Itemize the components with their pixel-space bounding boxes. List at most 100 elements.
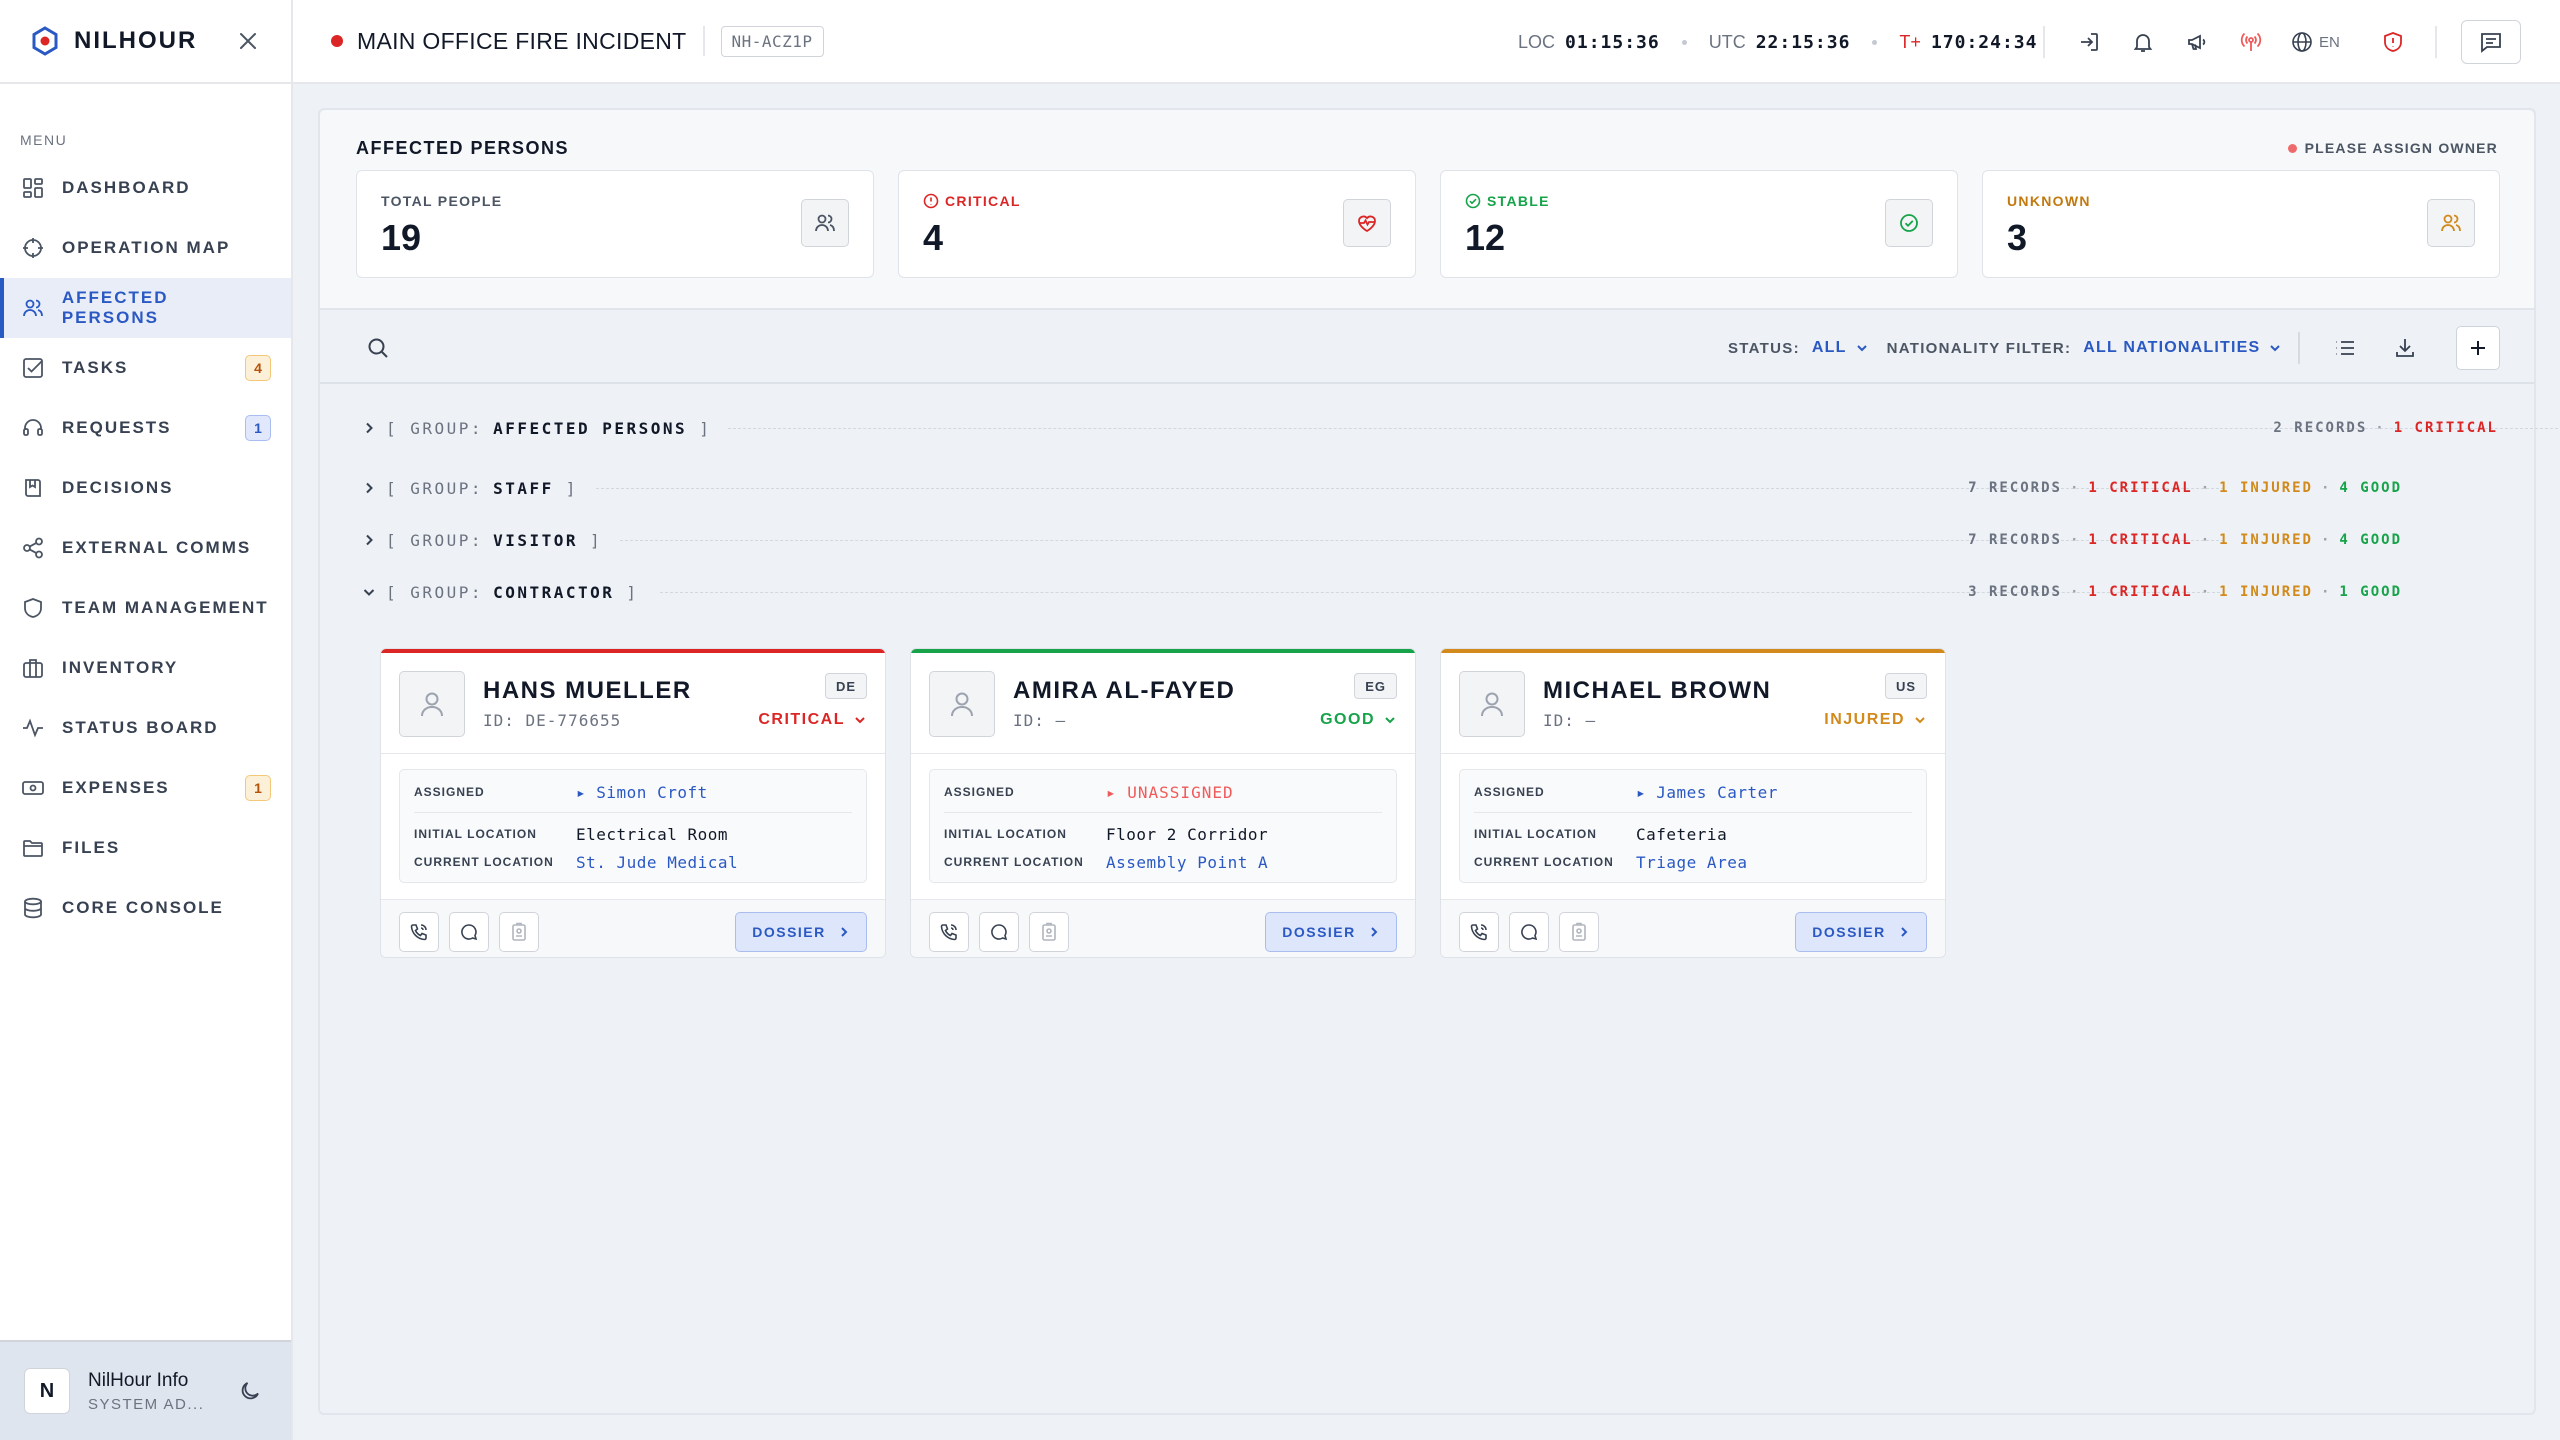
message-button[interactable]: [979, 912, 1019, 952]
sidebar-item-status-board[interactable]: STATUS BOARD: [0, 698, 291, 758]
elapsed-clock-label: T+: [1899, 31, 1921, 52]
group-good-count: 4 GOOD: [2339, 532, 2402, 548]
sidebar-item-tasks[interactable]: TASKS 4: [0, 338, 291, 398]
group-row-visitor[interactable]: [ GROUP: VISITOR ]: [360, 526, 602, 554]
group-row-affected-persons[interactable]: [ GROUP: AFFECTED PERSONS ]: [360, 414, 711, 442]
sidebar-item-decisions[interactable]: DECISIONS: [0, 458, 291, 518]
group-row-contractor[interactable]: [ GROUP: CONTRACTOR ]: [360, 578, 639, 606]
top-header: MAIN OFFICE FIRE INCIDENT NH-ACZ1P LOC 0…: [293, 0, 2560, 84]
chat-button[interactable]: [2461, 20, 2521, 64]
avatar[interactable]: N: [24, 1368, 70, 1414]
phone-button[interactable]: [399, 912, 439, 952]
group-records: 7 RECORDS: [1968, 480, 2062, 496]
user-panel: N NilHour Info SYSTEM AD...: [0, 1340, 291, 1440]
search-input[interactable]: [404, 330, 1004, 366]
sidebar-item-dashboard[interactable]: DASHBOARD: [0, 158, 291, 218]
message-button[interactable]: [449, 912, 489, 952]
nationality-filter-dropdown[interactable]: ALL NATIONALITIES: [2083, 339, 2282, 357]
status-dropdown[interactable]: CRITICAL: [758, 711, 867, 729]
group-name: AFFECTED PERSONS: [493, 418, 688, 438]
sidebar: NILHOUR MENU DASHBOARD OPERATION MAP AFF…: [0, 0, 293, 1440]
search-icon[interactable]: [362, 332, 394, 364]
sidebar-item-requests[interactable]: REQUESTS 1: [0, 398, 291, 458]
initial-location-label: INITIAL LOCATION: [414, 827, 537, 841]
warning-dot: [2287, 143, 2297, 153]
initial-location-value: Floor 2 Corridor: [1106, 824, 1269, 844]
add-person-button[interactable]: [2456, 326, 2500, 370]
incident-id-badge[interactable]: NH-ACZ1P: [720, 25, 824, 57]
status-dropdown[interactable]: GOOD: [1320, 711, 1397, 729]
group-records: 3 RECORDS: [1968, 584, 2062, 600]
dossier-button[interactable]: DOSSIER: [735, 912, 867, 952]
current-location-label: CURRENT LOCATION: [414, 855, 554, 869]
sidebar-item-team-management[interactable]: TEAM MANAGEMENT: [0, 578, 291, 638]
status-filter-label: STATUS:: [1728, 339, 1800, 357]
broadcast-icon[interactable]: [2235, 26, 2267, 58]
status-filter-dropdown[interactable]: ALL: [1812, 339, 1869, 357]
sidebar-item-label: DASHBOARD: [62, 178, 191, 197]
activity-icon: [20, 715, 46, 741]
filters: STATUS: ALL NATIONALITY FILTER: ALL NATI…: [1728, 330, 2282, 366]
sidebar-item-label: STATUS BOARD: [62, 718, 219, 737]
message-button[interactable]: [1509, 912, 1549, 952]
group-suffix: ]: [626, 582, 639, 602]
sidebar-item-external-comms[interactable]: EXTERNAL COMMS: [0, 518, 291, 578]
group-injured-count: 1 INJURED: [2219, 584, 2313, 600]
summary-section: AFFECTED PERSONS PLEASE ASSIGN OWNER TOT…: [320, 110, 2534, 310]
stat-value: 3: [2007, 217, 2028, 258]
stat-label: STABLE: [1487, 193, 1550, 209]
shield-alert-icon[interactable]: [2377, 26, 2409, 58]
person-name[interactable]: HANS MUELLER: [483, 677, 692, 704]
current-location-value[interactable]: Triage Area: [1636, 852, 1748, 872]
group-row-staff[interactable]: [ GROUP: STAFF ]: [360, 474, 578, 502]
nationality-filter-value: ALL NATIONALITIES: [2083, 339, 2261, 356]
sidebar-item-inventory[interactable]: INVENTORY: [0, 638, 291, 698]
tasks-count-badge: 4: [245, 355, 271, 381]
expenses-count-badge: 1: [245, 775, 271, 801]
id-card-button[interactable]: [1029, 912, 1069, 952]
separator-dot: ·: [2375, 420, 2386, 436]
language-label: EN: [2319, 33, 2340, 51]
sidebar-item-operation-map[interactable]: OPERATION MAP: [0, 218, 291, 278]
country-badge: US: [1884, 673, 1927, 699]
group-critical-count: 1 CRITICAL: [2393, 420, 2498, 436]
sidebar-item-files[interactable]: FILES: [0, 818, 291, 878]
megaphone-icon[interactable]: [2181, 26, 2213, 58]
assigned-value[interactable]: ▸ Simon Croft: [576, 782, 708, 802]
language-selector[interactable]: EN: [2291, 26, 2340, 58]
bell-icon[interactable]: [2127, 26, 2159, 58]
moon-icon[interactable]: [233, 1374, 267, 1408]
status-filter-value: ALL: [1811, 339, 1847, 356]
phone-button[interactable]: [929, 912, 969, 952]
id-card-button[interactable]: [1559, 912, 1599, 952]
current-location-value[interactable]: Assembly Point A: [1106, 852, 1269, 872]
download-icon[interactable]: [2386, 330, 2424, 366]
sidebar-item-affected-persons[interactable]: AFFECTED PERSONS: [0, 278, 291, 338]
person-name[interactable]: MICHAEL BROWN: [1543, 677, 1772, 704]
person-id: ID: DE-776655: [483, 711, 622, 730]
check-circle-icon: [1885, 199, 1933, 247]
close-sidebar-icon[interactable]: [233, 26, 263, 56]
dossier-button[interactable]: DOSSIER: [1795, 912, 1927, 952]
dossier-button[interactable]: DOSSIER: [1265, 912, 1397, 952]
separator-dot: ·: [2069, 532, 2081, 548]
id-card-button[interactable]: [499, 912, 539, 952]
sidebar-item-expenses[interactable]: EXPENSES 1: [0, 758, 291, 818]
chevron-down-icon: [2268, 341, 2282, 355]
phone-button[interactable]: [1459, 912, 1499, 952]
list-view-icon[interactable]: [2326, 330, 2364, 366]
person-name[interactable]: AMIRA AL-FAYED: [1013, 677, 1236, 704]
status-dropdown[interactable]: INJURED: [1824, 711, 1927, 729]
assigned-value[interactable]: ▸ James Carter: [1636, 782, 1778, 802]
assigned-value[interactable]: ▸ UNASSIGNED: [1106, 782, 1234, 802]
sidebar-item-core-console[interactable]: CORE CONSOLE: [0, 878, 291, 938]
sidebar-item-label: TASKS: [62, 358, 129, 377]
chevron-right-icon: [1898, 926, 1910, 938]
login-icon[interactable]: [2073, 26, 2105, 58]
menu-label: MENU: [20, 132, 68, 148]
phone-icon: [939, 922, 959, 942]
assign-owner-notice[interactable]: PLEASE ASSIGN OWNER: [2287, 140, 2498, 156]
current-location-value[interactable]: St. Jude Medical: [576, 852, 739, 872]
utc-clock-value: 22:15:36: [1755, 31, 1851, 53]
nilhour-logo-icon[interactable]: [30, 26, 60, 56]
